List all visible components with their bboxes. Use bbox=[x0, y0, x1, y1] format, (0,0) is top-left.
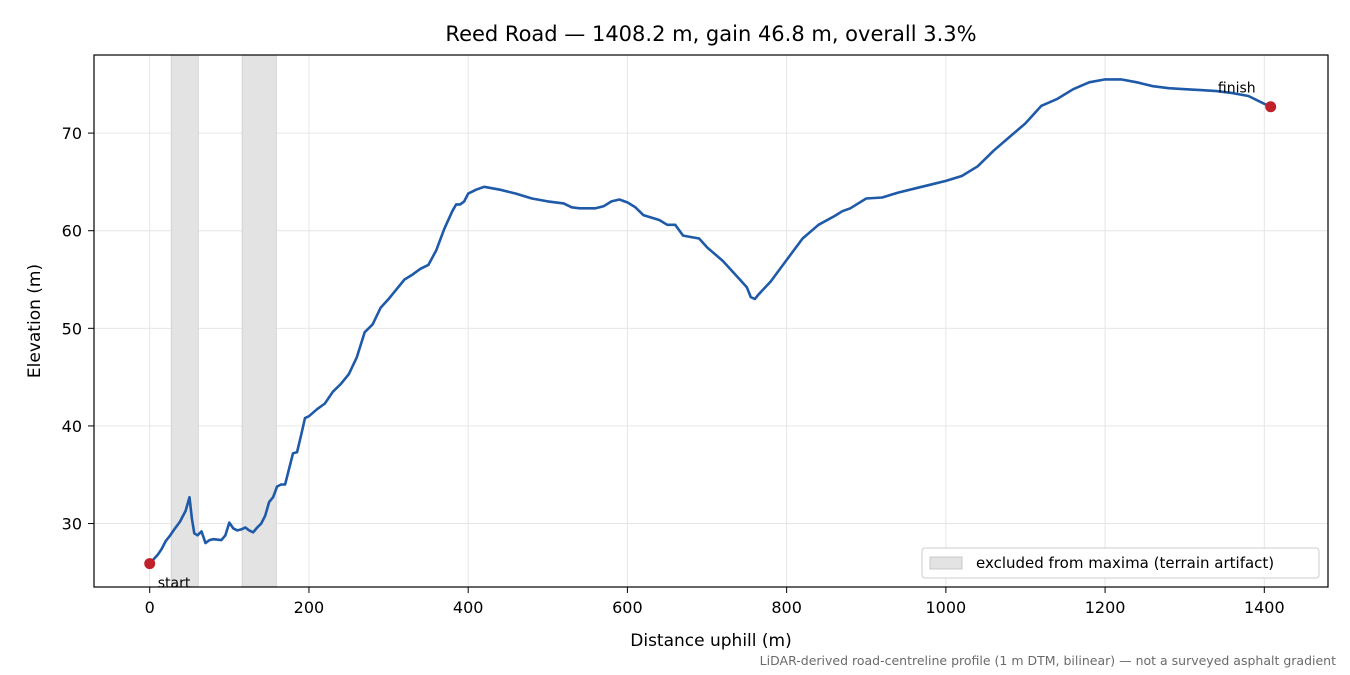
legend-swatch-excluded bbox=[929, 556, 963, 570]
x-tick-label: 1200 bbox=[1085, 598, 1126, 617]
endpoint-markers: start finish bbox=[144, 81, 1277, 592]
y-tick-label: 40 bbox=[62, 417, 82, 436]
excluded-band bbox=[241, 54, 277, 588]
x-tick-label: 0 bbox=[145, 598, 155, 617]
x-axis-label: Distance uphill (m) bbox=[630, 631, 791, 651]
y-axis-label: Elevation (m) bbox=[25, 264, 45, 378]
footnote: LiDAR-derived road-centreline profile (1… bbox=[760, 653, 1336, 668]
y-tick-label: 50 bbox=[62, 319, 82, 338]
x-tick-label: 400 bbox=[453, 598, 484, 617]
elevation-line bbox=[148, 78, 1272, 565]
y-tick-label: 70 bbox=[62, 124, 82, 143]
x-tick-label: 800 bbox=[771, 598, 802, 617]
axis-ticks: 0 200 400 600 800 1000 1200 1400 30 40 50 60 70 bbox=[62, 124, 1285, 617]
marker-label-start: start bbox=[158, 576, 191, 592]
plot-frame bbox=[93, 54, 1329, 588]
legend-box bbox=[921, 547, 1320, 579]
marker-start bbox=[144, 558, 156, 570]
x-tick-label: 200 bbox=[294, 598, 325, 617]
grid-lines bbox=[94, 55, 1328, 587]
x-tick-label: 1400 bbox=[1244, 598, 1285, 617]
marker-label-finish: finish bbox=[1218, 81, 1256, 97]
legend-entry-excluded: excluded from maxima (terrain artifact) bbox=[976, 554, 1274, 572]
legend: excluded from maxima (terrain artifact) bbox=[921, 547, 1320, 579]
marker-finish bbox=[1265, 101, 1277, 113]
chart-title: Reed Road — 1408.2 m, gain 46.8 m, overa… bbox=[445, 22, 976, 46]
excluded-band bbox=[170, 54, 199, 588]
y-tick-label: 60 bbox=[62, 222, 82, 241]
x-tick-label: 600 bbox=[612, 598, 643, 617]
y-tick-label: 30 bbox=[62, 515, 82, 534]
x-tick-label: 1000 bbox=[925, 598, 966, 617]
